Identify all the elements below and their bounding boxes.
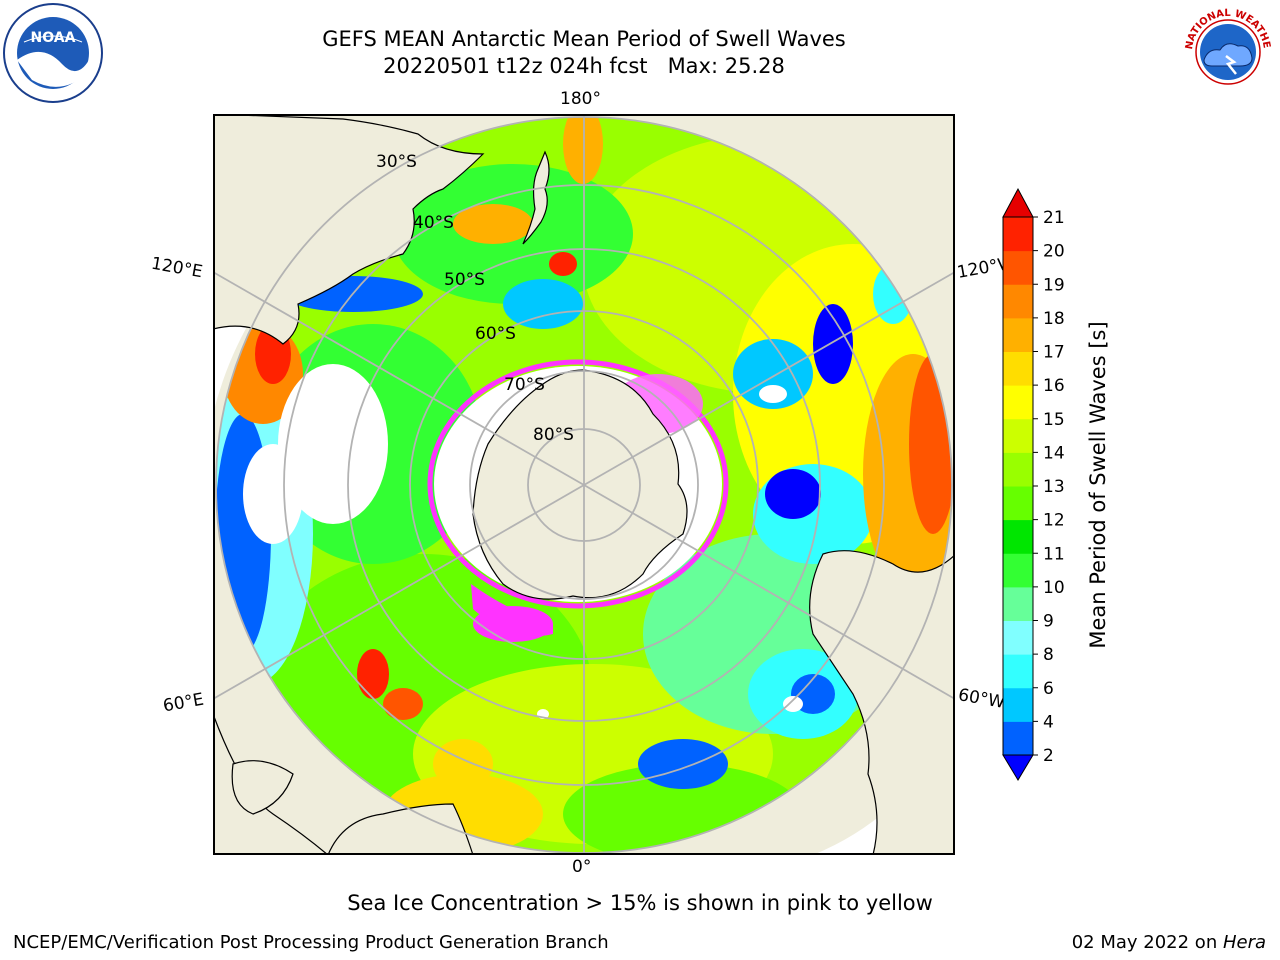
lon-label-180: 180°	[560, 89, 601, 109]
colorbar-arrow-high	[1002, 187, 1034, 218]
colorbar-segment	[1003, 452, 1033, 487]
colorbar-tick-label: 13	[1043, 477, 1065, 497]
colorbar-segment	[1003, 385, 1033, 420]
footer-credit: NCEP/EMC/Verification Post Processing Pr…	[13, 932, 609, 953]
landmass-australia	[212, 113, 485, 345]
lon-label-120e: 120°E	[149, 253, 205, 283]
landmass-antarctica	[472, 369, 688, 600]
colorbar-tick-label: 9	[1043, 612, 1054, 632]
colorbar-tick-label: 14	[1043, 443, 1065, 463]
noaa-logo-text: NOAA	[31, 30, 76, 46]
colorbar: 2 4 6 8 9 10 11 12 13 14 15 16 17 18 19 20 21	[995, 180, 1105, 790]
colorbar-segment	[1003, 721, 1033, 756]
colorbar-segment	[1003, 486, 1033, 521]
colorbar-tick-label: 12	[1043, 511, 1065, 531]
colorbar-segment	[1003, 250, 1033, 285]
colorbar-segment	[1003, 620, 1033, 655]
map-frame	[213, 114, 955, 855]
colorbar-segment	[1003, 687, 1033, 722]
colorbar-tick-label: 11	[1043, 544, 1065, 564]
colorbar-segment	[1003, 284, 1033, 319]
colorbar-tick-label: 2	[1043, 746, 1054, 766]
colorbar-tick-label: 6	[1043, 679, 1054, 699]
lat-label-80s: 80°S	[533, 425, 574, 445]
chart-subtitle: 20220501 t12z 024h fcst Max: 25.28	[383, 54, 785, 78]
colorbar-tick-label: 10	[1043, 578, 1065, 598]
colorbar-segment	[1003, 418, 1033, 453]
noaa-logo-icon: NOAA	[2, 2, 104, 104]
lat-label-70s: 70°S	[504, 375, 545, 395]
colorbar-tick-label: 4	[1043, 712, 1054, 732]
colorbar-tick-label: 21	[1043, 208, 1065, 228]
colorbar-label: Mean Period of Swell Waves [s]	[1086, 321, 1110, 649]
footer-host: Hera	[1222, 932, 1266, 953]
landmass-south-america	[809, 550, 956, 856]
colorbar-tick-label: 16	[1043, 376, 1065, 396]
lat-label-50s: 50°S	[444, 270, 485, 290]
colorbar-segment	[1003, 519, 1033, 554]
colorbar-tick-label: 20	[1043, 242, 1065, 262]
polar-map	[212, 113, 956, 856]
footer-date-text: 02 May 2022 on	[1071, 932, 1223, 953]
landmass-new-zealand	[522, 150, 550, 245]
landmass-madagascar	[231, 760, 294, 815]
colorbar-tick-label: 18	[1043, 309, 1065, 329]
colorbar-tick-label: 15	[1043, 410, 1065, 430]
sea-ice-edge	[427, 359, 729, 609]
lon-label-0: 0°	[572, 857, 592, 877]
colorbar-segment	[1003, 217, 1033, 252]
colorbar-tick-label: 8	[1043, 645, 1054, 665]
colorbar-tick-label: 17	[1043, 343, 1065, 363]
colorbar-tick-label: 19	[1043, 275, 1065, 295]
colorbar-segment	[1003, 654, 1033, 689]
colorbar-segment	[1003, 317, 1033, 352]
colorbar-segment	[1003, 553, 1033, 588]
lon-label-60e: 60°E	[161, 689, 206, 717]
footer-date: 02 May 2022 on Hera	[1072, 932, 1266, 953]
colorbar-arrow-low	[1002, 754, 1034, 781]
lat-label-30s: 30°S	[376, 152, 417, 172]
sea-ice-caption: Sea Ice Concentration > 15% is shown in …	[347, 891, 933, 915]
lat-label-40s: 40°S	[413, 213, 454, 233]
chart-title: GEFS MEAN Antarctic Mean Period of Swell…	[322, 27, 846, 51]
nws-logo-icon: NATIONAL WEATHER SERVICE	[1174, 0, 1278, 102]
lat-label-60s: 60°S	[475, 324, 516, 344]
colorbar-segment	[1003, 586, 1033, 621]
colorbar-segment	[1003, 351, 1033, 386]
